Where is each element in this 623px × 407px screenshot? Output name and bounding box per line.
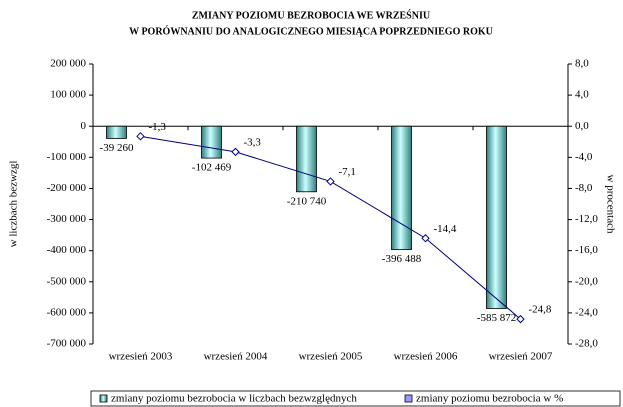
y2-tick-label: 0,0 xyxy=(575,120,589,132)
y2-tick-label: -20,0 xyxy=(575,275,598,287)
y-tick-label: -100 000 xyxy=(47,151,87,163)
line-marker xyxy=(516,314,525,324)
bar-value-label: -210 740 xyxy=(287,195,327,207)
bar xyxy=(201,125,222,159)
y2-tick-label: -28,0 xyxy=(575,338,598,350)
bar-value-label: -102 469 xyxy=(192,162,232,174)
legend-swatch xyxy=(99,394,108,403)
y-tick-label: -300 000 xyxy=(47,213,87,225)
y2-tick-label: -8,0 xyxy=(575,182,593,194)
line-marker xyxy=(231,147,240,157)
chart-title: W PORÓWNANIU DO ANALOGICZNEGO MIESIĄCA P… xyxy=(129,25,493,37)
line-marker xyxy=(136,132,145,141)
bar xyxy=(106,125,127,139)
y-tick-label: 100 000 xyxy=(50,89,86,101)
line-value-label: -1,3 xyxy=(149,121,167,133)
x-tick-label: wrzesień 2004 xyxy=(204,351,268,363)
y-tick-label: 0 xyxy=(81,120,87,132)
y2-axis-label: w procentach xyxy=(604,175,616,234)
x-tick-label: wrzesień 2006 xyxy=(394,351,458,363)
bar xyxy=(296,125,317,193)
y-tick-label: -200 000 xyxy=(47,182,87,194)
legend-label: zmiany poziomu bezrobocia w liczbach bez… xyxy=(111,393,357,405)
legend-label: zmiany poziomu bezrobocia w % xyxy=(416,393,563,405)
bar-value-label: -39 260 xyxy=(100,142,134,154)
x-tick-label: wrzesień 2007 xyxy=(489,351,553,363)
y2-tick-label: -4,0 xyxy=(575,151,593,163)
y-tick-label: -700 000 xyxy=(47,338,87,350)
line-value-label: -3,3 xyxy=(244,136,262,148)
line-marker xyxy=(421,234,430,243)
legend-swatch xyxy=(404,394,413,403)
y-tick-label: -600 000 xyxy=(47,306,87,318)
chart-title: ZMIANY POZIOMU BEZROBOCIA WE WRZEŚNIU xyxy=(192,9,430,21)
bar-value-label: -396 488 xyxy=(382,253,422,265)
x-tick-label: wrzesień 2003 xyxy=(109,351,173,363)
bar xyxy=(486,125,507,309)
line-value-label: -14,4 xyxy=(434,223,457,235)
y-tick-label: 200 000 xyxy=(50,58,86,70)
x-tick-label: wrzesień 2005 xyxy=(299,351,363,363)
y2-tick-label: 4,0 xyxy=(575,89,589,101)
bar-value-label: -585 872 xyxy=(477,312,516,324)
line-marker xyxy=(326,177,335,186)
y2-tick-label: -24,0 xyxy=(575,306,598,318)
y2-tick-label: -16,0 xyxy=(575,244,598,256)
bar xyxy=(391,125,412,250)
y-tick-label: -500 000 xyxy=(47,275,87,287)
y-axis-label: w liczbach bezwzgl xyxy=(8,161,20,248)
legend xyxy=(90,390,621,407)
y-tick-label: -400 000 xyxy=(47,244,87,256)
y2-tick-label: 8,0 xyxy=(575,58,589,70)
line-value-label: -24,8 xyxy=(529,304,552,316)
line-value-label: -7,1 xyxy=(339,166,356,178)
y2-tick-label: -12,0 xyxy=(575,213,598,225)
